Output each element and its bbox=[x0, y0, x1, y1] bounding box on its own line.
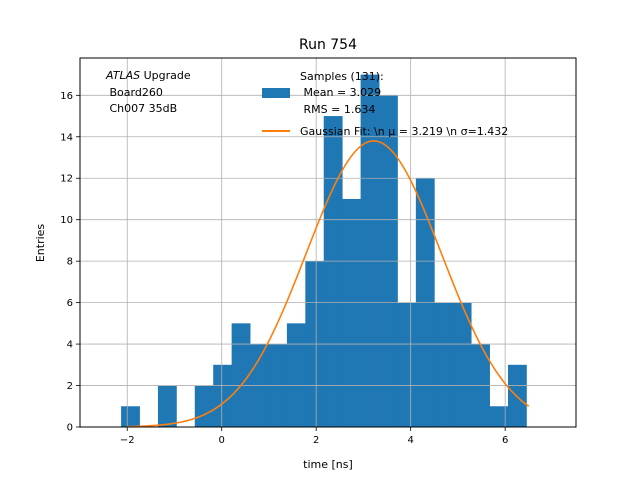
x-tick-label: 4 bbox=[407, 435, 413, 446]
histogram-bar bbox=[489, 406, 509, 427]
y-tick-label: 8 bbox=[67, 257, 73, 268]
y-axis-ticks: 0 2 4 6 8 10 12 14 16 bbox=[60, 91, 80, 434]
y-tick-label: 0 bbox=[67, 423, 73, 434]
x-tick-label: 6 bbox=[502, 435, 508, 446]
y-tick-label: 6 bbox=[67, 298, 73, 309]
histogram-bar bbox=[157, 385, 177, 427]
histogram-bar bbox=[342, 198, 361, 427]
histogram-bar bbox=[231, 323, 251, 427]
annotation-atlas: ATLAS bbox=[105, 69, 140, 82]
x-axis-ticks: −2 0 2 4 6 bbox=[120, 427, 508, 446]
chart-title: Run 754 bbox=[299, 37, 357, 53]
y-axis-label: Entries bbox=[34, 224, 47, 263]
gaussian-fit-line bbox=[127, 140, 530, 428]
atlas-annotation: ATLAS Upgrade Board260 Ch007 35dB bbox=[105, 69, 191, 115]
histogram-bar bbox=[286, 323, 306, 427]
legend-fit-label: Gaussian Fit: \n μ = 3.219 \n σ=1.432 bbox=[300, 125, 508, 138]
legend-hist-line-2: Mean = 3.029 bbox=[300, 86, 381, 99]
histogram-bar bbox=[194, 385, 214, 427]
y-tick-label: 16 bbox=[60, 91, 73, 102]
legend-hist-line-3: RMS = 1.634 bbox=[300, 103, 375, 116]
plot-frame bbox=[79, 57, 577, 428]
annotation-channel: Ch007 35dB bbox=[106, 102, 177, 115]
annotation-board: Board260 bbox=[106, 86, 163, 99]
grid-lines bbox=[80, 58, 576, 428]
histogram-bar bbox=[434, 302, 454, 427]
annotation-line-1: ATLAS Upgrade bbox=[105, 69, 191, 82]
fit-curve-group bbox=[127, 140, 530, 428]
x-tick-label: 2 bbox=[313, 435, 319, 446]
y-tick-label: 2 bbox=[67, 381, 73, 392]
histogram-bar bbox=[121, 406, 140, 427]
x-tick-label: −2 bbox=[120, 435, 135, 446]
histogram-bar bbox=[397, 302, 417, 427]
histogram-bar bbox=[213, 364, 233, 427]
legend-hist-swatch bbox=[262, 88, 290, 98]
legend: Samples (131): Mean = 3.029 RMS = 1.634 … bbox=[262, 70, 508, 138]
histogram-bar bbox=[323, 116, 343, 427]
y-tick-label: 4 bbox=[67, 340, 73, 351]
legend-hist-line-1: Samples (131): bbox=[300, 70, 384, 83]
annotation-upgrade: Upgrade bbox=[140, 69, 191, 82]
y-tick-label: 14 bbox=[60, 132, 73, 143]
y-tick-label: 12 bbox=[60, 174, 73, 185]
histogram-bar bbox=[452, 302, 472, 427]
x-axis-label: time [ns] bbox=[303, 458, 353, 471]
x-tick-label: 0 bbox=[219, 435, 225, 446]
histogram-bar bbox=[360, 74, 380, 428]
y-tick-label: 10 bbox=[60, 215, 73, 226]
